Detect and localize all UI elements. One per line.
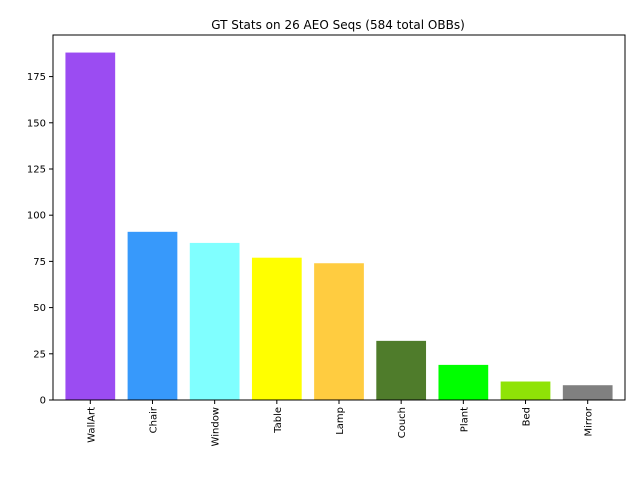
y-axis: 0 25 50 75 100 125 150 175 bbox=[27, 72, 53, 407]
bar-couch bbox=[376, 340, 427, 400]
y-tick-label: 125 bbox=[27, 164, 46, 175]
x-tick-label-window: Window bbox=[211, 407, 222, 446]
bar-chair bbox=[127, 231, 178, 400]
y-tick-label: 25 bbox=[33, 349, 46, 360]
bar-window bbox=[189, 242, 240, 400]
x-axis: WallArt Chair Window Table Lamp Couch Plant Bed… bbox=[86, 400, 595, 446]
x-tick-label-mirror: Mirror bbox=[584, 406, 595, 436]
bar-lamp bbox=[314, 263, 364, 400]
x-tick-label-plant: Plant bbox=[459, 407, 470, 432]
chart-title: GT Stats on 26 AEO Seqs (584 total OBBs) bbox=[211, 18, 465, 32]
bar-wallart bbox=[65, 52, 116, 401]
y-tick-label: 100 bbox=[27, 211, 46, 222]
y-tick-label: 75 bbox=[33, 257, 46, 268]
x-tick-label-bed: Bed bbox=[522, 407, 533, 426]
bars-group bbox=[65, 52, 613, 401]
x-tick-label-couch: Couch bbox=[397, 407, 408, 438]
x-tick-label-chair: Chair bbox=[148, 406, 159, 433]
bar-plant bbox=[438, 364, 489, 400]
x-tick-label-wallart: WallArt bbox=[86, 407, 97, 443]
y-tick-label: 50 bbox=[33, 303, 46, 314]
bar-bed bbox=[500, 381, 551, 400]
y-tick-label: 175 bbox=[27, 72, 46, 83]
x-tick-label-lamp: Lamp bbox=[335, 407, 346, 435]
bar-table bbox=[251, 257, 302, 400]
plot-frame bbox=[52, 34, 626, 401]
y-tick-label: 0 bbox=[40, 396, 46, 407]
x-tick-label-table: Table bbox=[273, 407, 284, 434]
bar-mirror bbox=[562, 385, 613, 400]
y-tick-label: 150 bbox=[27, 118, 46, 129]
